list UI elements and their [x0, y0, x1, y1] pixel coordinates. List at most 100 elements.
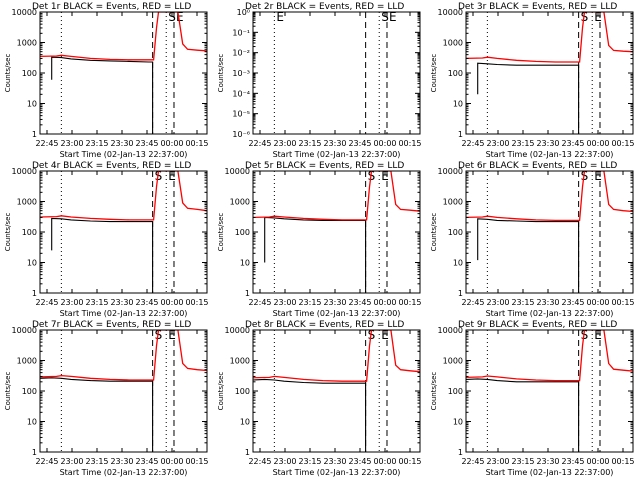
- y-axis-label: Counts/sec: [217, 372, 225, 411]
- x-tick-label: 00:15: [611, 457, 634, 466]
- events-series-line: [51, 56, 154, 134]
- panel-title: Det 2r BLACK = Events, RED = LLD: [245, 2, 404, 12]
- y-axis-label: Counts/sec: [430, 372, 438, 411]
- plot-frame: [252, 170, 421, 294]
- panel-title: Det 5r BLACK = Events, RED = LLD: [245, 161, 404, 171]
- x-axis-label: Start Time (02-Jan-13 22:37:00): [60, 309, 188, 318]
- panel-det-8: Det 8r BLACK = Events, RED = LLD Counts/s…: [217, 320, 422, 477]
- plot-frame: [252, 329, 421, 453]
- plot-frame: [465, 11, 634, 135]
- x-tick-label: 23:00: [60, 139, 83, 148]
- x-tick-label: 23:45: [561, 457, 584, 466]
- y-axis-label: Counts/sec: [217, 213, 225, 252]
- lld-series-line: [253, 171, 420, 221]
- x-tick-label: 23:15: [85, 139, 108, 148]
- y-axis-label: Counts/sec: [4, 54, 12, 93]
- y-tick-label: 10: [240, 418, 250, 427]
- marker-label: E: [381, 169, 389, 183]
- x-tick-label: 22:45: [461, 298, 484, 307]
- x-tick-label: 00:00: [586, 457, 609, 466]
- y-tick-label: 1000: [230, 198, 250, 207]
- x-tick-label: 23:00: [486, 298, 509, 307]
- x-tick-label: 23:15: [511, 298, 534, 307]
- marker-label: E: [381, 328, 389, 342]
- x-tick-label: 23:45: [135, 298, 158, 307]
- plot-frame: [39, 170, 208, 294]
- x-tick-label: 23:45: [348, 457, 371, 466]
- y-tick-label: 10⁻¹: [232, 28, 250, 37]
- x-tick-label: 22:45: [461, 139, 484, 148]
- x-tick-label: 23:30: [536, 139, 559, 148]
- panel-title: Det 4r BLACK = Events, RED = LLD: [32, 161, 191, 171]
- y-tick-label: 100: [22, 69, 37, 78]
- y-tick-label: 10000: [438, 8, 463, 17]
- marker-label: E: [168, 169, 176, 183]
- y-tick-label: 10: [27, 259, 37, 268]
- panel-det-5: Det 5r BLACK = Events, RED = LLD Counts/s…: [217, 161, 422, 318]
- y-tick-label: 100: [448, 387, 463, 396]
- y-tick-label: 10⁻⁶: [232, 130, 250, 139]
- x-tick-label: 22:45: [35, 457, 58, 466]
- y-axis-label: Counts/sec: [4, 213, 12, 252]
- y-tick-label: 100: [235, 387, 250, 396]
- y-tick-label: 10: [27, 418, 37, 427]
- x-axis-label: Start Time (02-Jan-13 22:37:00): [273, 150, 401, 159]
- plot-frame: [252, 11, 421, 135]
- panel-det-1: Det 1r BLACK = Events, RED = LLD Counts/s…: [4, 2, 209, 159]
- x-tick-label: 23:30: [536, 298, 559, 307]
- y-tick-label: 1000: [443, 357, 463, 366]
- x-tick-label: 00:00: [160, 457, 183, 466]
- panel-det-2: Det 2r BLACK = Events, RED = LLD Counts/s…: [217, 2, 422, 159]
- plot-frame: [39, 11, 208, 135]
- y-tick-label: 10⁻³: [232, 69, 250, 78]
- x-tick-label: 00:00: [586, 139, 609, 148]
- x-tick-label: 00:15: [398, 139, 421, 148]
- plot-frame: [39, 329, 208, 453]
- y-tick-label: 1: [245, 289, 250, 298]
- y-tick-label: 10000: [225, 167, 250, 176]
- x-tick-label: 23:45: [135, 139, 158, 148]
- x-tick-label: 23:45: [135, 457, 158, 466]
- lld-series-line: [253, 330, 420, 382]
- x-tick-label: 23:15: [298, 139, 321, 148]
- y-tick-label: 100: [235, 228, 250, 237]
- x-axis-label: Start Time (02-Jan-13 22:37:00): [60, 468, 188, 477]
- x-tick-label: 00:15: [611, 139, 634, 148]
- x-tick-label: 23:00: [486, 139, 509, 148]
- y-axis-label: Counts/sec: [430, 213, 438, 252]
- lld-series-line: [40, 12, 207, 61]
- events-series-line: [40, 377, 154, 452]
- y-tick-label: 1: [458, 130, 463, 139]
- y-tick-label: 1000: [17, 198, 37, 207]
- y-tick-label: 100: [22, 387, 37, 396]
- x-tick-label: 22:45: [35, 298, 58, 307]
- panel-title: Det 3r BLACK = Events, RED = LLD: [458, 2, 617, 12]
- y-tick-label: 1000: [230, 357, 250, 366]
- x-tick-label: 23:15: [298, 298, 321, 307]
- panel-title: Det 6r BLACK = Events, RED = LLD: [458, 161, 617, 171]
- y-tick-label: 10000: [12, 8, 37, 17]
- y-axis-label: Counts/sec: [430, 54, 438, 93]
- events-series-line: [466, 378, 580, 452]
- x-tick-label: 00:15: [185, 457, 208, 466]
- y-axis-label: Counts/sec: [4, 372, 12, 411]
- x-tick-label: 00:00: [160, 298, 183, 307]
- events-series-line: [253, 378, 367, 452]
- y-tick-label: 10⁻⁴: [232, 89, 250, 98]
- events-series-line: [477, 218, 580, 293]
- marker-label: S: [381, 10, 389, 24]
- panel-det-6: Det 6r BLACK = Events, RED = LLD Counts/s…: [430, 161, 635, 318]
- x-tick-label: 23:45: [348, 298, 371, 307]
- events-series-line: [51, 217, 154, 293]
- panel-title: Det 7r BLACK = Events, RED = LLD: [32, 320, 191, 330]
- y-tick-label: 1: [458, 289, 463, 298]
- x-tick-label: 22:45: [461, 457, 484, 466]
- marker-label: E: [594, 328, 602, 342]
- x-tick-label: 00:00: [373, 139, 396, 148]
- x-tick-label: 00:00: [586, 298, 609, 307]
- x-tick-label: 00:15: [398, 457, 421, 466]
- marker-label: E: [594, 10, 602, 24]
- x-tick-label: 00:15: [611, 298, 634, 307]
- plot-frame: [465, 170, 634, 294]
